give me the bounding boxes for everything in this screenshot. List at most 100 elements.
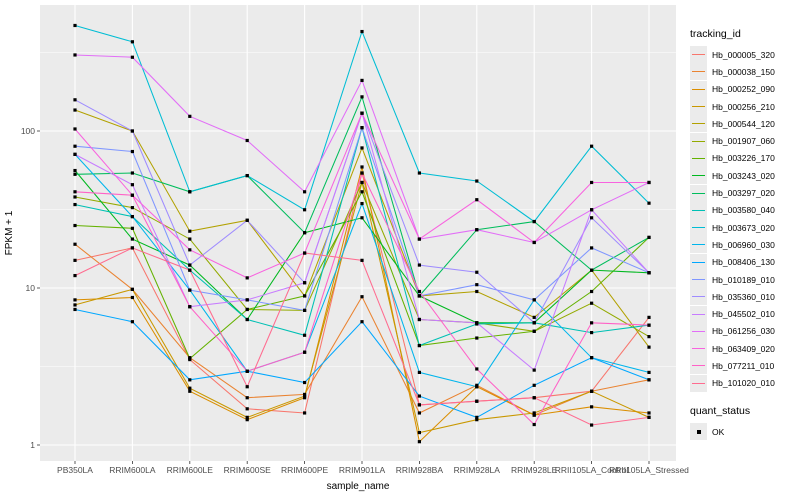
data-point [188,114,192,118]
data-point [647,378,651,382]
data-point [130,295,134,300]
legend-entry-label: Hb_000256_210 [712,101,775,112]
data-point [188,288,192,292]
data-point [417,294,421,298]
data-point [73,195,77,199]
legend-entry-label: Hb_000252_090 [712,84,775,95]
data-point [73,242,77,246]
data-point [303,231,307,235]
data-point [245,369,249,373]
legend-line-swatch [690,167,707,185]
legend-line-swatch [690,357,707,375]
data-point [647,201,651,205]
data-point [130,237,134,241]
data-point [590,289,594,294]
data-point [475,336,479,340]
legend-entry: Hb_061256_030 [690,322,798,340]
data-point [188,268,192,272]
line-swatch-icon [692,123,705,125]
data-point [73,303,77,307]
legend-line-swatch [690,219,707,237]
data-point [532,413,536,417]
legend-entry: Hb_010189_010 [690,271,798,288]
data-point [647,323,651,327]
data-point [188,389,192,393]
data-point [532,329,536,333]
data-point [647,235,651,240]
data-point [532,240,536,245]
x-tick-label: RRIM928BA [396,465,444,475]
data-point [417,370,421,375]
data-point [532,298,536,302]
x-tick-label: RRIM600LA [109,465,156,475]
line-swatch-icon [692,192,705,194]
data-point [188,248,192,252]
legend-line-swatch [690,80,707,98]
data-point [73,273,77,278]
line-swatch-icon [692,71,705,73]
x-tick-label: RRII105LA_Control [555,465,629,475]
quant-label: OK [712,426,725,437]
legend-entry: Hb_000252_090 [690,80,798,98]
data-point [73,127,77,131]
data-point [73,168,77,173]
data-point [417,440,421,444]
line-swatch-icon [692,140,705,142]
black-square-icon [696,429,701,434]
data-point [360,29,364,34]
ok-point-swatch [690,423,707,441]
data-point [360,165,364,169]
legend-line-swatch [690,115,707,133]
data-point [417,317,421,322]
line-swatch-icon [692,209,705,211]
data-point [532,383,536,387]
legend: tracking_id Hb_000005_320 Hb_000038_150 Hb… [690,28,798,441]
legend-entry-label: Hb_101020_010 [712,378,775,389]
legend-entry: Hb_101020_010 [690,374,798,392]
data-point [647,271,651,275]
data-point [360,258,364,262]
data-point [475,270,479,274]
data-point [417,394,421,398]
x-tick-label: RRIM901LA [339,465,386,475]
data-point [360,171,364,175]
legend-entry: Hb_008406_130 [690,253,798,271]
data-point [590,268,594,272]
data-point [130,287,134,291]
data-point [590,423,594,427]
line-swatch-icon [692,54,705,56]
x-tick-label: RRIM600SE [224,465,272,475]
data-point [303,394,307,398]
legend-entries: Hb_000005_320 Hb_000038_150 Hb_000252_090 H… [690,46,798,392]
data-point [360,320,364,324]
data-point [188,263,192,267]
data-point [360,146,364,150]
quant-legend-title: quant_status [690,404,751,417]
data-point [130,129,134,133]
data-point [130,40,134,44]
data-point [303,190,307,194]
data-point [475,418,479,422]
data-point [532,368,536,372]
data-point [303,208,307,212]
legend-entry-label: Hb_003226_170 [712,153,775,164]
line-swatch-icon [692,296,705,298]
legend-entry-label: Hb_003580_040 [712,205,775,216]
data-point [475,179,479,183]
data-point [245,307,249,312]
data-point [590,246,594,250]
data-point [303,308,307,312]
legend-entry-label: Hb_003673_020 [712,222,775,233]
data-point [417,411,421,415]
legend-entry-label: Hb_000005_320 [712,49,775,60]
data-point [417,343,421,348]
data-point [532,219,536,224]
data-point [73,98,77,102]
data-point [590,301,594,305]
data-point [73,307,77,312]
line-swatch-icon [692,157,705,159]
data-point [417,263,421,267]
legend-line-swatch [690,322,707,340]
data-point [73,258,77,262]
legend-entry: Hb_000005_320 [690,46,798,64]
